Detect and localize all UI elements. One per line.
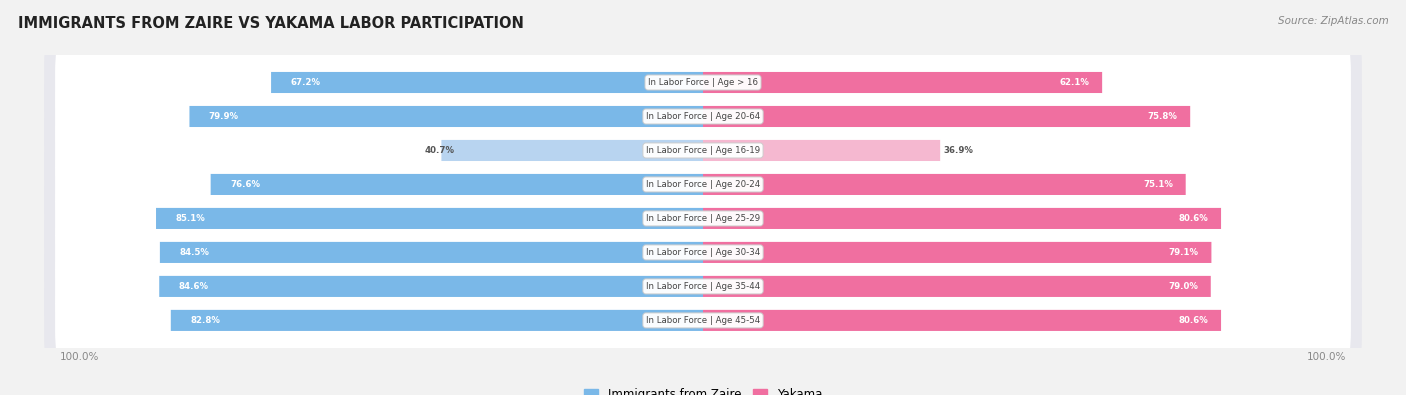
Text: 79.9%: 79.9% xyxy=(208,112,239,121)
Text: 84.5%: 84.5% xyxy=(179,248,209,257)
Text: 67.2%: 67.2% xyxy=(291,78,321,87)
Text: 84.6%: 84.6% xyxy=(179,282,208,291)
Text: 80.6%: 80.6% xyxy=(1178,316,1208,325)
FancyBboxPatch shape xyxy=(703,72,1102,93)
FancyBboxPatch shape xyxy=(44,215,1362,290)
FancyBboxPatch shape xyxy=(211,174,703,195)
FancyBboxPatch shape xyxy=(703,140,941,161)
Text: 79.1%: 79.1% xyxy=(1168,248,1198,257)
FancyBboxPatch shape xyxy=(55,215,1351,290)
FancyBboxPatch shape xyxy=(55,181,1351,256)
Text: IMMIGRANTS FROM ZAIRE VS YAKAMA LABOR PARTICIPATION: IMMIGRANTS FROM ZAIRE VS YAKAMA LABOR PA… xyxy=(18,16,524,31)
FancyBboxPatch shape xyxy=(271,72,703,93)
Text: 82.8%: 82.8% xyxy=(190,316,219,325)
FancyBboxPatch shape xyxy=(156,208,703,229)
Text: 76.6%: 76.6% xyxy=(231,180,260,189)
Text: 75.1%: 75.1% xyxy=(1143,180,1173,189)
Text: In Labor Force | Age > 16: In Labor Force | Age > 16 xyxy=(648,78,758,87)
FancyBboxPatch shape xyxy=(44,45,1362,120)
Legend: Immigrants from Zaire, Yakama: Immigrants from Zaire, Yakama xyxy=(579,384,827,395)
FancyBboxPatch shape xyxy=(55,283,1351,358)
FancyBboxPatch shape xyxy=(55,147,1351,222)
FancyBboxPatch shape xyxy=(44,113,1362,188)
Text: 75.8%: 75.8% xyxy=(1147,112,1177,121)
FancyBboxPatch shape xyxy=(55,79,1351,154)
Text: In Labor Force | Age 30-34: In Labor Force | Age 30-34 xyxy=(645,248,761,257)
FancyBboxPatch shape xyxy=(44,249,1362,324)
Text: 85.1%: 85.1% xyxy=(176,214,205,223)
Text: 79.0%: 79.0% xyxy=(1168,282,1198,291)
Text: Source: ZipAtlas.com: Source: ZipAtlas.com xyxy=(1278,16,1389,26)
Text: 36.9%: 36.9% xyxy=(943,146,973,155)
FancyBboxPatch shape xyxy=(703,310,1220,331)
Text: In Labor Force | Age 25-29: In Labor Force | Age 25-29 xyxy=(645,214,761,223)
FancyBboxPatch shape xyxy=(55,249,1351,324)
FancyBboxPatch shape xyxy=(190,106,703,127)
FancyBboxPatch shape xyxy=(703,208,1220,229)
FancyBboxPatch shape xyxy=(55,113,1351,188)
FancyBboxPatch shape xyxy=(703,174,1185,195)
Text: In Labor Force | Age 45-54: In Labor Force | Age 45-54 xyxy=(645,316,761,325)
FancyBboxPatch shape xyxy=(44,147,1362,222)
Text: In Labor Force | Age 35-44: In Labor Force | Age 35-44 xyxy=(645,282,761,291)
Text: In Labor Force | Age 20-64: In Labor Force | Age 20-64 xyxy=(645,112,761,121)
Text: 100.0%: 100.0% xyxy=(1306,352,1346,362)
FancyBboxPatch shape xyxy=(44,181,1362,256)
Text: 100.0%: 100.0% xyxy=(60,352,100,362)
FancyBboxPatch shape xyxy=(160,242,703,263)
Text: In Labor Force | Age 20-24: In Labor Force | Age 20-24 xyxy=(645,180,761,189)
FancyBboxPatch shape xyxy=(703,276,1211,297)
Text: 40.7%: 40.7% xyxy=(425,146,454,155)
FancyBboxPatch shape xyxy=(55,45,1351,120)
Text: 62.1%: 62.1% xyxy=(1059,78,1090,87)
FancyBboxPatch shape xyxy=(703,106,1191,127)
Text: 80.6%: 80.6% xyxy=(1178,214,1208,223)
FancyBboxPatch shape xyxy=(44,283,1362,357)
FancyBboxPatch shape xyxy=(159,276,703,297)
FancyBboxPatch shape xyxy=(170,310,703,331)
FancyBboxPatch shape xyxy=(44,79,1362,154)
FancyBboxPatch shape xyxy=(703,242,1212,263)
FancyBboxPatch shape xyxy=(441,140,703,161)
Text: In Labor Force | Age 16-19: In Labor Force | Age 16-19 xyxy=(645,146,761,155)
